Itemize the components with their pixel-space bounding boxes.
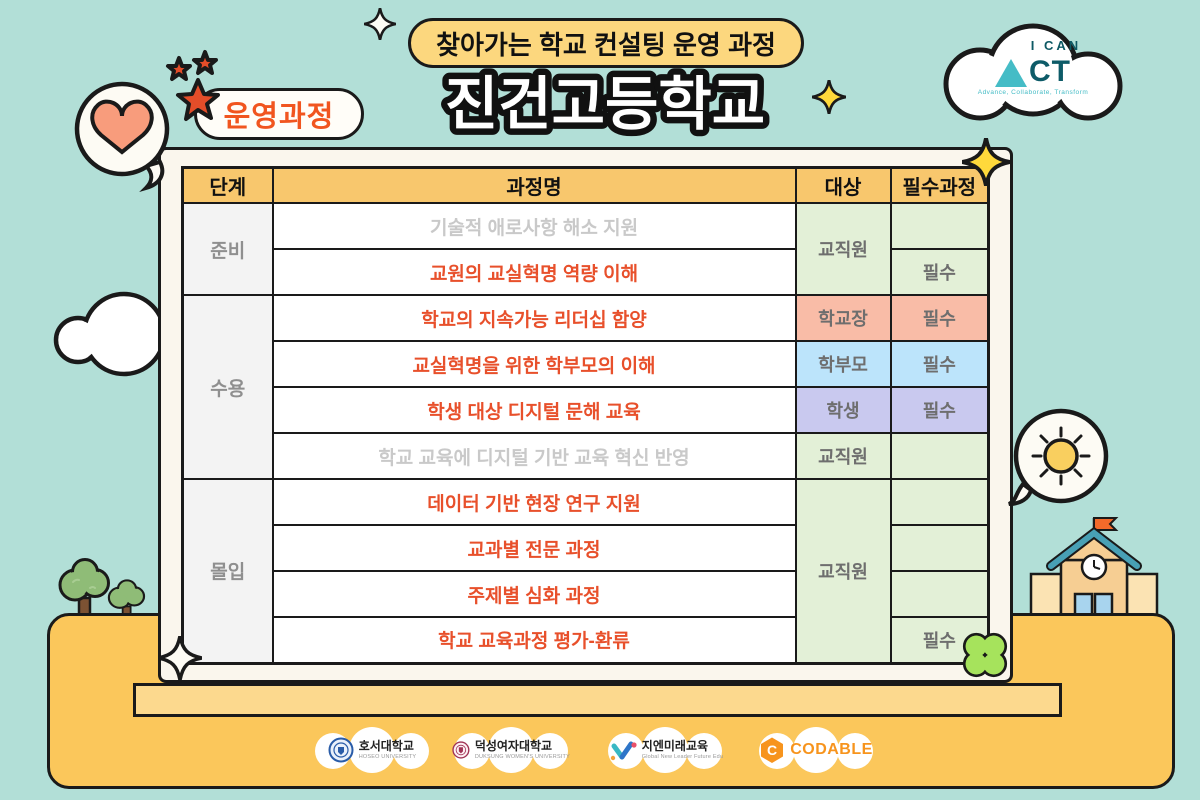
partner-logo-gn-future-edu: 지엔미래교육 Global New Leader Future Edu: [606, 727, 724, 773]
col-required: 필수과정: [889, 166, 990, 204]
required-cell: 필수: [889, 340, 990, 388]
target-cell: 학교장: [794, 294, 892, 342]
partner-name: 지엔미래교육: [641, 738, 709, 753]
target-cell: 학생: [794, 386, 892, 434]
table-row: 수용 학교의 지속가능 리더십 함양 학교장 필수: [181, 294, 990, 480]
sparkle-icon: [158, 636, 202, 680]
table-row: 주제별 심화 과정: [183, 570, 990, 618]
duksung-emblem-icon: [452, 741, 470, 759]
course-cell: 학교 교육에 디지털 기반 교육 혁신 반영: [271, 432, 797, 480]
stage-cell: 수용: [181, 294, 274, 480]
required-cell: 필수: [889, 294, 990, 342]
sparkle-icon: [364, 8, 396, 40]
school-icon: [1029, 517, 1159, 618]
course-cell: 학생 대상 디지털 문해 교육: [271, 386, 797, 434]
act-triangle-icon: [995, 59, 1027, 87]
sparkle-icon: [812, 80, 846, 114]
act-logo: I CAN CT Advance, Collaborate, Transform: [928, 38, 1138, 97]
sparkle-icon: [962, 138, 1010, 186]
course-cell: 교과별 전문 과정: [271, 524, 797, 572]
course-cell: 주제별 심화 과정: [271, 570, 797, 618]
table-row: 교실혁명을 위한 학부모의 이해 학부모 필수: [183, 340, 990, 388]
required-cell: [889, 570, 990, 618]
section-badge: 운영과정: [194, 88, 364, 140]
hoseo-emblem-icon: [328, 737, 354, 763]
target-cell: 교직원: [794, 432, 892, 480]
stars-icon: [166, 50, 220, 121]
board-stand: [133, 683, 1062, 717]
required-cell: 필수: [889, 248, 990, 296]
partner-name: CODABLE: [790, 741, 873, 758]
stage-cell: 준비: [181, 202, 274, 296]
tree-icon: [58, 558, 110, 618]
clover-icon: [962, 632, 1008, 678]
table-row: 학교 교육에 디지털 기반 교육 혁신 반영 교직원: [183, 432, 990, 480]
svg-text:C: C: [767, 742, 777, 758]
heart-icon: [90, 99, 154, 155]
sun-icon: [1031, 426, 1091, 486]
partner-logo-hoseo: 호서대학교 HOSEO UNIVERSITY: [313, 727, 431, 773]
course-cell: 학교 교육과정 평가-환류: [271, 616, 797, 664]
codable-hexagon-icon: C: [761, 737, 784, 763]
target-cell: 교직원: [794, 478, 892, 664]
table-header-row: 단계 과정명 대상 필수과정: [181, 166, 990, 204]
table-row: 준비 기술적 애로사항 해소 지원 교직원: [181, 202, 990, 296]
col-stage: 단계: [181, 166, 274, 204]
partner-subname: DUKSUNG WOMEN'S UNIVERSITY: [474, 753, 570, 760]
partner-logo-duksung: 덕성여자대학교 DUKSUNG WOMEN'S UNIVERSITY: [452, 727, 570, 773]
table-row: 학교 교육과정 평가-환류 필수: [183, 616, 990, 664]
col-target: 대상: [794, 166, 892, 204]
partner-name: 덕성여자대학교: [474, 738, 553, 753]
course-cell: 교실혁명을 위한 학부모의 이해: [271, 340, 797, 388]
required-cell: 필수: [889, 386, 990, 434]
course-table: 단계 과정명 대상 필수과정 준비 기술적 애로사항 해소 지원 교직원 교원의…: [181, 166, 990, 665]
svg-text:진건고등학교: 진건고등학교: [445, 72, 765, 137]
required-cell: [889, 524, 990, 572]
act-logo-cloud: I CAN CT Advance, Collaborate, Transform: [928, 22, 1138, 127]
table-row: 몰입 데이터 기반 현장 연구 지원 교직원: [181, 478, 990, 664]
course-board: 단계 과정명 대상 필수과정 준비 기술적 애로사항 해소 지원 교직원 교원의…: [158, 147, 1013, 683]
table-row: 교원의 교실혁명 역량 이해 필수: [183, 248, 990, 296]
required-cell: [889, 478, 990, 526]
required-cell: [889, 432, 990, 480]
stage-cell: 몰입: [181, 478, 274, 664]
col-course: 과정명: [271, 166, 797, 204]
target-cell: 학부모: [794, 340, 892, 388]
program-badge: 찾아가는 학교 컨설팅 운영 과정: [408, 18, 804, 68]
course-cell: 데이터 기반 현장 연구 지원: [271, 478, 797, 526]
course-cell: 학교의 지속가능 리더십 함양: [271, 294, 797, 342]
partner-name: 호서대학교: [358, 738, 414, 753]
course-cell: 기술적 애로사항 해소 지원: [271, 202, 797, 250]
target-cell: 교직원: [794, 202, 892, 296]
table-row: 학생 대상 디지털 문해 교육 학생 필수: [183, 386, 990, 434]
partner-subname: HOSEO UNIVERSITY: [358, 753, 417, 760]
act-ct-text: CT: [1029, 55, 1071, 88]
table-row: 교과별 전문 과정: [183, 524, 990, 572]
act-tagline: Advance, Collaborate, Transform: [977, 89, 1089, 96]
cloud-icon: [943, 23, 1123, 121]
sun-bubble: [1007, 408, 1109, 506]
course-cell: 교원의 교실혁명 역량 이해: [271, 248, 797, 296]
partner-subname: Global New Leader Future Edu: [641, 753, 724, 760]
cloud-left: [53, 291, 167, 377]
school-title: 진건고등학교: [438, 66, 771, 144]
act-ican-text: I CAN: [1030, 38, 1082, 53]
tree-icon: [107, 579, 146, 620]
partner-logo-codable: C CODABLE: [757, 727, 875, 773]
gn-logo-icon: [610, 741, 637, 761]
required-cell: [889, 202, 990, 250]
heart-bubble: [74, 81, 170, 192]
